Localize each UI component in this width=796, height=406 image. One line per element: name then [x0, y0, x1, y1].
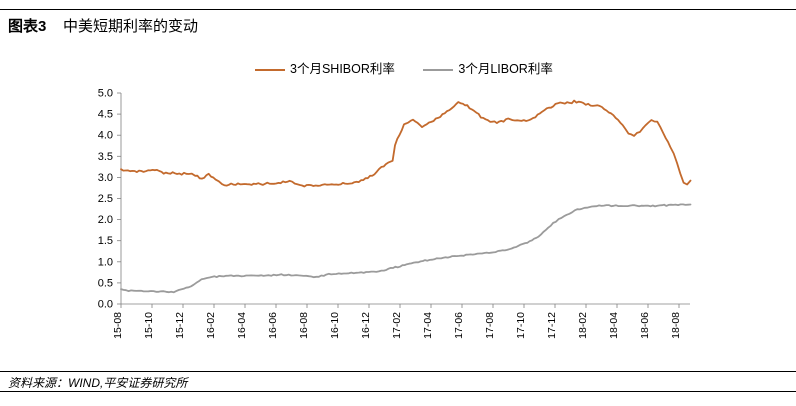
svg-text:3.0: 3.0	[98, 172, 113, 184]
svg-text:15-10: 15-10	[143, 312, 155, 339]
svg-text:18-04: 18-04	[608, 312, 620, 339]
svg-text:5.0: 5.0	[98, 88, 113, 100]
svg-text:1.0: 1.0	[98, 256, 113, 268]
svg-text:2.0: 2.0	[98, 214, 113, 226]
svg-text:0.0: 0.0	[98, 299, 113, 311]
svg-text:4.0: 4.0	[98, 130, 113, 142]
svg-text:3.5: 3.5	[98, 151, 113, 163]
svg-text:17-02: 17-02	[391, 312, 403, 339]
svg-text:16-12: 16-12	[360, 312, 372, 339]
svg-text:17-06: 17-06	[453, 312, 465, 339]
svg-text:0.5: 0.5	[98, 277, 113, 289]
svg-text:18-06: 18-06	[639, 312, 651, 339]
svg-text:16-10: 16-10	[329, 312, 341, 339]
svg-text:16-04: 16-04	[236, 312, 248, 339]
svg-text:17-04: 17-04	[422, 312, 434, 339]
svg-text:15-08: 15-08	[112, 312, 124, 339]
svg-text:16-02: 16-02	[205, 312, 217, 339]
svg-text:16-08: 16-08	[298, 312, 310, 339]
svg-text:1.5: 1.5	[98, 235, 113, 247]
svg-text:17-08: 17-08	[484, 312, 496, 339]
svg-text:16-06: 16-06	[267, 312, 279, 339]
svg-text:18-08: 18-08	[670, 312, 682, 339]
svg-text:4.5: 4.5	[98, 109, 113, 121]
svg-text:17-12: 17-12	[546, 312, 558, 339]
svg-text:17-10: 17-10	[515, 312, 527, 339]
svg-text:15-12: 15-12	[174, 312, 186, 339]
svg-text:2.5: 2.5	[98, 193, 113, 205]
svg-text:18-02: 18-02	[577, 312, 589, 339]
